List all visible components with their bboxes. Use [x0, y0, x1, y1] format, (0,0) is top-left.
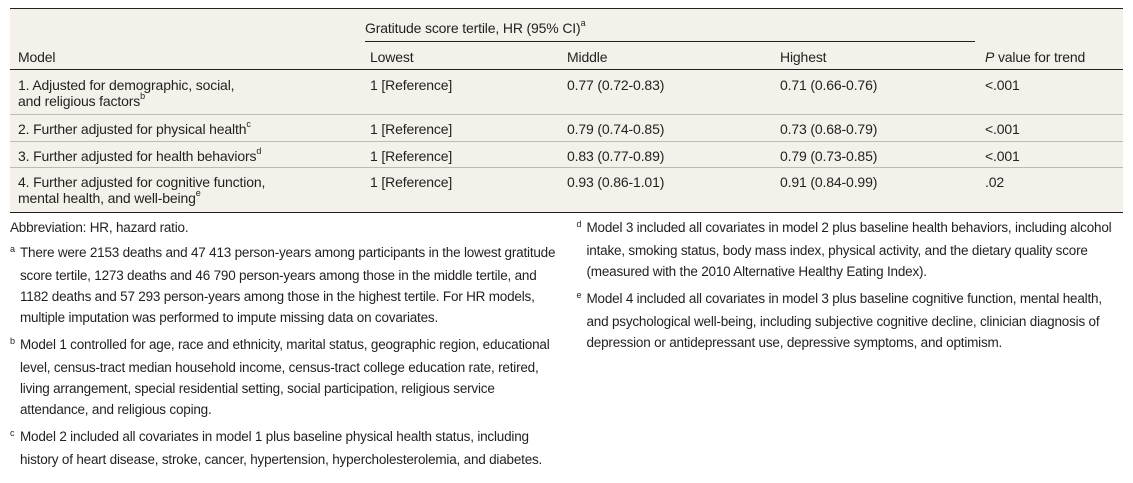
cell-p-value: <.001	[985, 121, 1020, 137]
footnote-text: There were 2153 deaths and 47 413 person…	[20, 245, 556, 325]
row-divider	[10, 141, 1123, 142]
model-label-line1: 1. Adjusted for demographic, social,	[18, 77, 235, 93]
model-label-line1: 4. Further adjusted for cognitive functi…	[18, 174, 266, 190]
cell-middle: 0.83 (0.77-0.89)	[567, 148, 665, 164]
footnote-mark: e	[195, 188, 201, 199]
cell-middle: 0.79 (0.74-0.85)	[567, 121, 665, 137]
model-label: 4. Further adjusted for cognitive functi…	[18, 174, 265, 206]
footnote-abbreviation: Abbreviation: HR, hazard ratio.	[10, 220, 189, 235]
p-italic: P	[985, 49, 995, 65]
footnote-text: Model 2 included all covariates in model…	[20, 429, 543, 467]
p-label: value for trend	[994, 49, 1086, 65]
model-label-line1: 3. Further adjusted for health behaviors	[18, 148, 257, 164]
row-divider	[10, 167, 1123, 168]
col-header-lowest: Lowest	[370, 49, 414, 65]
footnote-b: b Model 1 controlled for age, race and et…	[10, 334, 557, 420]
model-label-line2: mental health, and well-being	[18, 190, 196, 206]
footnote-mark: b	[140, 91, 145, 102]
header-rule	[10, 69, 1123, 70]
footnote-d: d Model 3 included all covariates in mode…	[577, 217, 1124, 282]
cell-lowest: 1 [Reference]	[370, 148, 453, 164]
footnote-mark: e	[576, 290, 582, 300]
cell-highest: 0.91 (0.84-0.99)	[780, 174, 878, 190]
spanning-header-rule	[365, 41, 975, 42]
cell-lowest: 1 [Reference]	[370, 121, 453, 137]
model-label-line2: and religious factors	[18, 93, 141, 109]
cell-p-value: <.001	[985, 77, 1020, 93]
cell-highest: 0.71 (0.66-0.76)	[780, 77, 878, 93]
footnote-mark: a	[580, 18, 586, 29]
cell-p-value: .02	[985, 174, 1005, 190]
footnotes: Abbreviation: HR, hazard ratio. a There w…	[10, 217, 1123, 477]
col-header-middle: Middle	[567, 49, 608, 65]
col-header-model: Model	[18, 49, 56, 65]
model-label: 2. Further adjusted for physical healthc	[18, 119, 251, 137]
footnote-a: a There were 2153 deaths and 47 413 perso…	[10, 242, 557, 328]
footnote-mark: a	[10, 244, 15, 254]
col-header-p-value: P value for trend	[985, 49, 1085, 65]
model-label-line1: 2. Further adjusted for physical health	[18, 121, 247, 137]
footnote-mark: b	[10, 336, 15, 346]
cell-p-value: <.001	[985, 148, 1020, 164]
footnote-mark: c	[10, 428, 15, 438]
footnote-text: Model 3 included all covariates in model…	[586, 220, 1112, 279]
spanning-header: Gratitude score tertile, HR (95% CI)a	[365, 18, 586, 36]
cell-lowest: 1 [Reference]	[370, 77, 453, 93]
cell-highest: 0.73 (0.68-0.79)	[780, 121, 878, 137]
spanning-header-text: Gratitude score tertile, HR (95% CI)	[365, 20, 581, 36]
footnote-text: Model 1 controlled for age, race and eth…	[20, 337, 550, 417]
row-divider	[10, 114, 1123, 115]
footnote-e: e Model 4 included all covariates in mode…	[577, 288, 1124, 353]
cell-lowest: 1 [Reference]	[370, 174, 453, 190]
cell-highest: 0.79 (0.73-0.85)	[780, 148, 878, 164]
cell-middle: 0.77 (0.72-0.83)	[567, 77, 665, 93]
model-label: 3. Further adjusted for health behaviors…	[18, 146, 262, 164]
cell-middle: 0.93 (0.86-1.01)	[567, 174, 665, 190]
footnote-mark: c	[246, 119, 251, 130]
footnote-text: Model 4 included all covariates in model…	[586, 291, 1103, 350]
footnote-mark: d	[576, 219, 582, 229]
footnote-mark: d	[256, 146, 262, 157]
footnote-c: c Model 2 included all covariates in mode…	[10, 426, 557, 470]
col-header-highest: Highest	[780, 49, 827, 65]
results-table: Gratitude score tertile, HR (95% CI)a Mo…	[10, 8, 1123, 213]
model-label: 1. Adjusted for demographic, social, and…	[18, 77, 235, 109]
